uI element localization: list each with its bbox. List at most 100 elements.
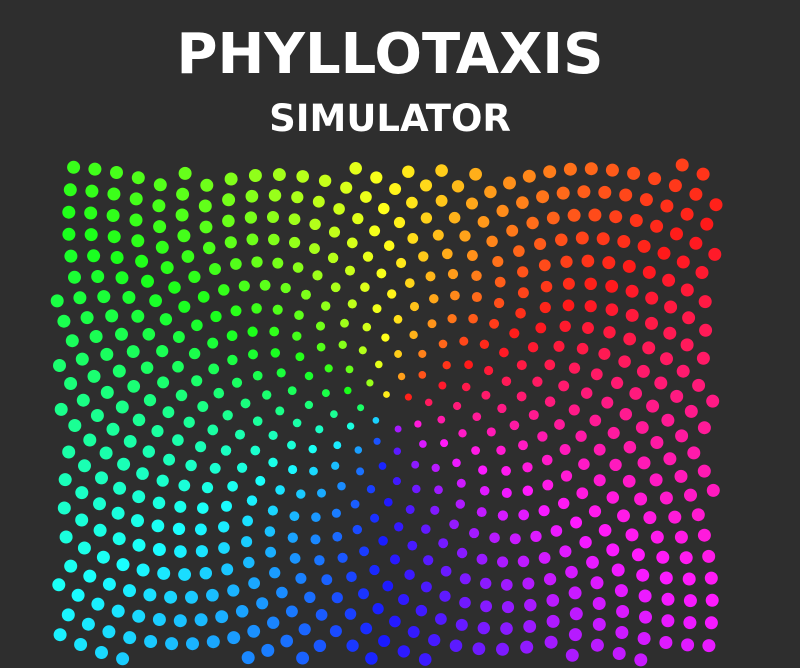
phyllotaxis-dot — [188, 347, 201, 360]
phyllotaxis-dot — [174, 545, 187, 558]
phyllotaxis-dot — [472, 412, 482, 422]
phyllotaxis-dot — [246, 495, 258, 506]
phyllotaxis-dot — [296, 651, 310, 665]
phyllotaxis-dot — [516, 196, 529, 209]
phyllotaxis-dot — [534, 237, 547, 251]
phyllotaxis-dot — [650, 219, 664, 233]
phyllotaxis-dot — [178, 568, 192, 581]
phyllotaxis-dot — [136, 563, 150, 577]
phyllotaxis-dot — [684, 488, 697, 502]
phyllotaxis-dot — [440, 565, 452, 577]
phyllotaxis-dot — [106, 422, 120, 436]
phyllotaxis-dot — [464, 360, 473, 370]
phyllotaxis-dot — [447, 313, 457, 324]
phyllotaxis-dot — [476, 553, 488, 565]
phyllotaxis-dot — [543, 165, 557, 179]
phyllotaxis-dot — [497, 403, 507, 414]
app-title: PHYLLOTAXIS — [176, 22, 604, 87]
phyllotaxis-dot — [89, 330, 103, 343]
phyllotaxis-dot — [247, 326, 258, 337]
phyllotaxis-dot — [142, 445, 155, 458]
phyllotaxis-dot — [518, 440, 528, 451]
phyllotaxis-dot — [83, 569, 97, 583]
phyllotaxis-dot — [452, 458, 461, 468]
phyllotaxis-dot — [477, 621, 490, 635]
phyllotaxis-dot — [706, 394, 720, 408]
phyllotaxis-dot — [419, 440, 427, 448]
phyllotaxis-dot — [328, 226, 341, 238]
phyllotaxis-dot — [383, 497, 393, 507]
phyllotaxis-dot — [592, 597, 606, 610]
phyllotaxis-dot — [576, 487, 589, 500]
phyllotaxis-dot — [402, 165, 415, 178]
phyllotaxis-dot — [453, 401, 462, 411]
phyllotaxis-dot — [397, 372, 406, 381]
phyllotaxis-dot — [643, 511, 657, 525]
phyllotaxis-dot — [409, 301, 420, 312]
phyllotaxis-dot — [95, 471, 108, 485]
phyllotaxis-dot — [553, 340, 565, 352]
phyllotaxis-dot — [517, 287, 529, 299]
phyllotaxis-dot — [629, 214, 643, 227]
phyllotaxis-dot — [582, 322, 594, 334]
phyllotaxis-dot — [393, 447, 402, 455]
phyllotaxis-dot — [419, 179, 433, 192]
phyllotaxis-dot — [648, 172, 662, 186]
phyllotaxis-dot — [616, 605, 630, 618]
phyllotaxis-dot — [689, 187, 703, 201]
phyllotaxis-dot — [661, 413, 675, 427]
phyllotaxis-dot — [698, 295, 712, 309]
phyllotaxis-dot — [372, 304, 382, 314]
phyllotaxis-dot — [252, 370, 263, 381]
phyllotaxis-dot — [80, 311, 94, 325]
phyllotaxis-dot — [144, 635, 158, 648]
phyllotaxis-dot — [526, 216, 539, 230]
phyllotaxis-dot — [289, 236, 301, 249]
phyllotaxis-dot — [696, 167, 710, 181]
phyllotaxis-dot — [268, 430, 278, 441]
phyllotaxis-dot — [404, 278, 415, 288]
phyllotaxis-dot — [513, 245, 525, 257]
phyllotaxis-dot — [568, 628, 582, 642]
phyllotaxis-dot — [466, 250, 478, 261]
phyllotaxis-dot — [129, 192, 143, 206]
phyllotaxis-dot — [309, 466, 318, 476]
phyllotaxis-dot — [126, 345, 140, 359]
phyllotaxis-dot — [289, 511, 300, 522]
phyllotaxis-dot — [378, 202, 390, 215]
phyllotaxis-dot — [389, 615, 401, 628]
phyllotaxis-dot — [605, 163, 619, 177]
phyllotaxis-dot — [575, 430, 587, 442]
phyllotaxis-dot — [634, 653, 648, 667]
phyllotaxis-dot — [555, 233, 568, 247]
phyllotaxis-dot — [288, 464, 298, 475]
phyllotaxis-dot — [611, 563, 625, 577]
phyllotaxis-dot — [554, 419, 565, 430]
phyllotaxis-dot — [494, 276, 506, 288]
phyllotaxis-dot — [702, 639, 716, 653]
phyllotaxis-dot — [330, 410, 338, 418]
phyllotaxis-dot — [412, 484, 421, 494]
phyllotaxis-dot — [111, 506, 125, 520]
phyllotaxis-dot — [162, 406, 175, 419]
phyllotaxis-dot — [50, 294, 64, 308]
phyllotaxis-dot — [687, 446, 701, 460]
phyllotaxis-dot — [440, 439, 449, 448]
phyllotaxis-dot — [459, 596, 471, 609]
phyllotaxis-dot — [603, 326, 616, 339]
phyllotaxis-dot — [535, 322, 547, 334]
phyllotaxis-dot — [692, 378, 706, 392]
phyllotaxis-dot — [218, 521, 230, 533]
phyllotaxis-dot — [558, 380, 570, 392]
phyllotaxis-dot — [596, 232, 610, 246]
phyllotaxis-dot — [683, 594, 697, 608]
phyllotaxis-dot — [312, 270, 323, 281]
phyllotaxis-dot — [298, 623, 311, 636]
phyllotaxis-dot — [438, 381, 447, 390]
phyllotaxis-dot — [359, 546, 370, 557]
phyllotaxis-dot — [131, 309, 145, 323]
phyllotaxis-dot — [681, 638, 695, 652]
phyllotaxis-dot — [62, 227, 76, 241]
phyllotaxis-dot — [614, 584, 628, 598]
phyllotaxis-dot — [650, 436, 664, 449]
